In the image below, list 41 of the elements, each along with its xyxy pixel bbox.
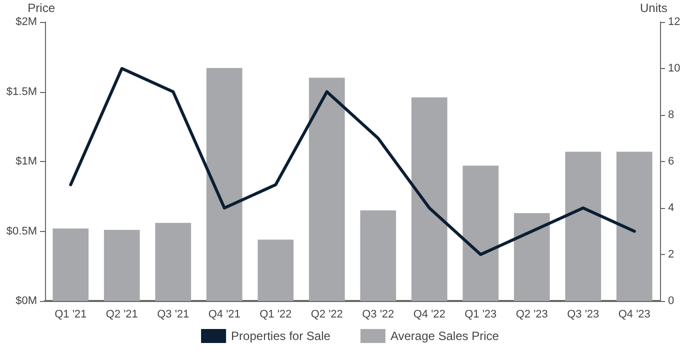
y2-tick-label: 12 bbox=[668, 16, 680, 28]
bar bbox=[155, 222, 192, 301]
y2-tick-label: 2 bbox=[668, 248, 674, 260]
bar bbox=[411, 97, 448, 301]
x-tick-label: Q3 '21 bbox=[157, 308, 190, 320]
x-tick-label: Q4 '22 bbox=[413, 308, 446, 320]
legend-label: Average Sales Price bbox=[390, 329, 500, 343]
bar bbox=[514, 213, 550, 301]
y-tick-label: $0M bbox=[16, 295, 37, 307]
y-tick-label: $1.5M bbox=[6, 86, 37, 98]
bar bbox=[258, 240, 294, 301]
x-tick-label: Q1 '22 bbox=[260, 308, 292, 320]
y2-tick-label: 0 bbox=[668, 295, 674, 307]
x-tick-label: Q3 '22 bbox=[362, 308, 394, 320]
x-tick-label: Q1 '21 bbox=[54, 308, 87, 320]
bar bbox=[308, 78, 345, 301]
bar bbox=[52, 228, 89, 301]
x-tick-label: Q2 '23 bbox=[516, 308, 548, 320]
bar bbox=[565, 152, 602, 301]
x-tick-label: Q2 '22 bbox=[310, 308, 343, 320]
bar bbox=[360, 210, 396, 301]
x-tick-label: Q1 '23 bbox=[464, 308, 497, 320]
x-tick-label: Q4 '21 bbox=[208, 308, 240, 320]
bar bbox=[206, 68, 242, 301]
y-tick-label: $2M bbox=[16, 16, 37, 28]
bar bbox=[616, 152, 652, 301]
legend-label: Properties for Sale bbox=[231, 329, 331, 343]
y-tick-label: $0.5M bbox=[6, 225, 37, 238]
y2-tick-label: 4 bbox=[668, 202, 674, 214]
y2-axis-title: Units bbox=[640, 1, 668, 15]
x-tick-label: Q4 '23 bbox=[618, 308, 650, 320]
y2-tick-label: 8 bbox=[668, 109, 674, 121]
x-tick-label: Q3 '23 bbox=[567, 308, 600, 320]
y2-tick-label: 10 bbox=[668, 62, 680, 74]
bar bbox=[104, 230, 140, 301]
bar bbox=[462, 166, 499, 301]
line-series bbox=[69, 67, 636, 256]
y-axis-title: Price bbox=[28, 1, 56, 15]
x-tick-label: Q2 '21 bbox=[106, 308, 138, 320]
y2-tick-label: 6 bbox=[668, 156, 674, 168]
y-tick-label: $1M bbox=[16, 156, 37, 168]
